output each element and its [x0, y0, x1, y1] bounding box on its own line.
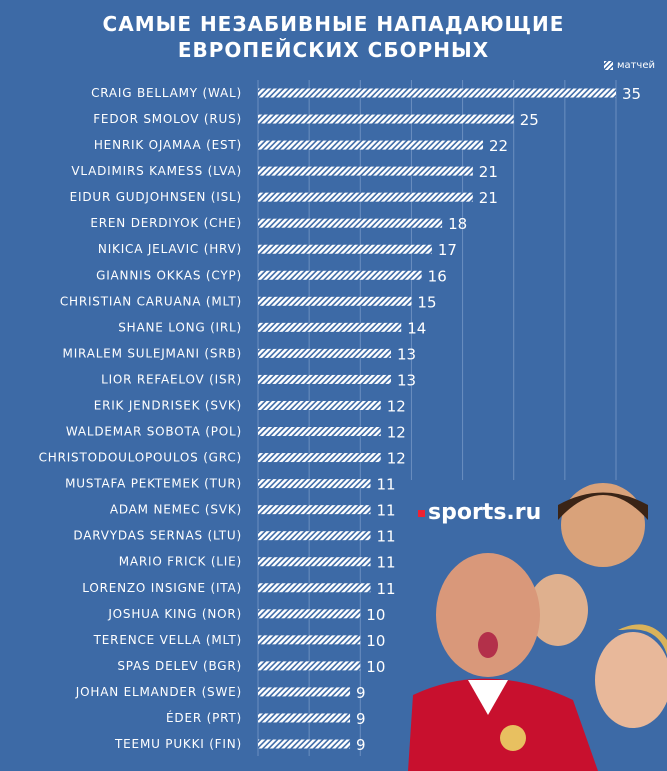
category-label: SHANE LONG (IRL)	[118, 320, 242, 334]
bar	[258, 427, 381, 437]
category-label: VLADIMIRS KAMESS (LVA)	[71, 164, 242, 178]
category-label: HENRIK OJAMAA (EST)	[94, 138, 242, 152]
value-label: 12	[387, 424, 406, 442]
category-label: ADAM NEMEC (SVK)	[110, 503, 242, 517]
bar	[258, 88, 616, 98]
bar	[258, 687, 351, 697]
category-label: ERIK JENDRISEK (SVK)	[94, 398, 242, 412]
bar	[258, 635, 361, 645]
category-label: SPAS DELEV (BGR)	[117, 659, 242, 673]
bar	[258, 479, 371, 489]
category-label: TEEMU PUKKI (FIN)	[114, 737, 242, 751]
chart-title-line2: ЕВРОПЕЙСКИХ СБОРНЫХ	[177, 38, 490, 62]
bar	[258, 270, 422, 280]
category-label: MUSTAFA PEKTEMEK (TUR)	[65, 477, 242, 491]
category-label: GIANNIS OKKAS (CYP)	[96, 268, 242, 282]
value-label: 12	[387, 450, 406, 468]
bar	[258, 583, 371, 593]
bar	[258, 374, 391, 384]
category-label: CHRISTIAN CARUANA (MLT)	[60, 294, 242, 308]
player-face-top	[561, 483, 645, 567]
sports-ru-logo: sports.ru	[418, 500, 541, 525]
category-label: FEDOR SMOLOV (RUS)	[93, 112, 242, 126]
bar	[258, 557, 371, 567]
value-label: 9	[356, 736, 366, 754]
bar	[258, 400, 381, 410]
category-label: ÉDER (PRT)	[166, 710, 242, 725]
value-label: 10	[366, 606, 385, 624]
value-label: 10	[366, 632, 385, 650]
logo-dot-icon	[418, 509, 425, 517]
value-label: 11	[377, 580, 396, 598]
value-label: 35	[622, 85, 641, 103]
bar	[258, 661, 361, 671]
value-label: 11	[377, 554, 396, 572]
value-label: 16	[428, 267, 447, 285]
value-label: 11	[377, 502, 396, 520]
category-label: JOHAN ELMANDER (SWE)	[75, 685, 242, 699]
category-label: WALDEMAR SOBOTA (POL)	[66, 425, 242, 439]
value-label: 22	[489, 137, 508, 155]
value-label: 10	[366, 658, 385, 676]
category-label: LORENZO INSIGNE (ITA)	[82, 581, 242, 595]
value-label: 15	[417, 293, 436, 311]
bar	[258, 218, 443, 228]
crest-icon	[500, 725, 526, 751]
bar	[258, 140, 484, 150]
category-label: TERENCE VELLA (MLT)	[93, 633, 242, 647]
bar	[258, 531, 371, 541]
value-label: 25	[520, 111, 539, 129]
legend-swatch	[603, 61, 613, 70]
bar	[258, 296, 412, 306]
bar	[258, 348, 391, 358]
value-label: 9	[356, 710, 366, 728]
value-label: 13	[397, 371, 416, 389]
players-photo	[408, 480, 667, 771]
category-label: CRAIG BELLAMY (WAL)	[91, 86, 242, 100]
legend-label: матчей	[616, 60, 655, 71]
value-label: 18	[448, 215, 467, 233]
value-label: 13	[397, 345, 416, 363]
bar	[258, 322, 402, 332]
category-label: MARIO FRICK (LIE)	[119, 555, 242, 569]
value-label: 14	[407, 319, 426, 337]
category-label: DARVYDAS SERNAS (LTU)	[73, 529, 242, 543]
category-label: CHRISTODOULOPOULOS (GRC)	[39, 451, 242, 465]
bar	[258, 114, 514, 124]
chart-title-line1: САМЫЕ НЕЗАБИВНЫЕ НАПАДАЮЩИЕ	[102, 12, 565, 36]
bar	[258, 453, 381, 463]
player-face-right	[595, 632, 667, 728]
category-label: LIOR REFAELOV (ISR)	[101, 372, 242, 386]
value-label: 11	[377, 476, 396, 494]
bar	[258, 739, 351, 749]
category-label: NIKICA JELAVIC (HRV)	[98, 242, 242, 256]
player-face-middle	[528, 574, 588, 646]
category-label: EREN DERDIYOK (CHE)	[90, 216, 242, 230]
legend: матчей	[603, 60, 655, 71]
bar	[258, 713, 351, 723]
value-label: 12	[387, 397, 406, 415]
bar	[258, 609, 361, 619]
category-label: MIRALEM SULEJMANI (SRB)	[63, 346, 242, 360]
value-label: 17	[438, 241, 457, 259]
bar	[258, 166, 473, 176]
player-shirt	[408, 678, 598, 771]
category-label: JOSHUA KING (NOR)	[107, 607, 242, 621]
bar	[258, 192, 473, 202]
value-label: 11	[377, 528, 396, 546]
bar	[258, 505, 371, 515]
category-label: EIDUR GUDJOHNSEN (ISL)	[70, 190, 242, 204]
value-label: 21	[479, 163, 498, 181]
value-label: 21	[479, 189, 498, 207]
bar	[258, 244, 432, 254]
player-face-front	[436, 553, 540, 677]
logo-text: sports.ru	[428, 500, 542, 525]
value-label: 9	[356, 684, 366, 702]
